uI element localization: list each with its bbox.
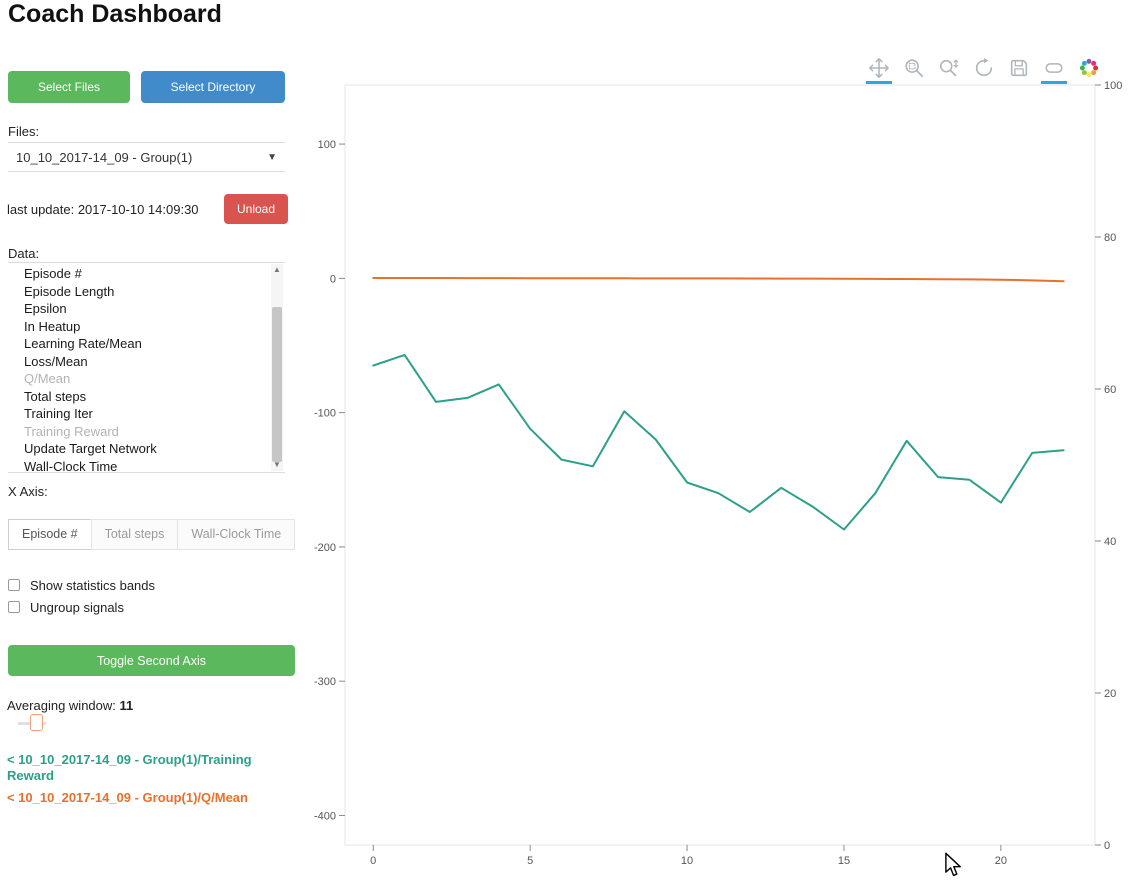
toggle-second-axis-button[interactable]: Toggle Second Axis: [8, 645, 295, 676]
left-y-tick-label: 100: [318, 139, 336, 151]
file-buttons-row: Select Files Select Directory: [8, 71, 285, 103]
left-y-tick-label: -200: [314, 542, 336, 554]
signal-legend: < 10_10_2017-14_09 - Group(1)/Training R…: [7, 752, 289, 813]
files-select-value: 10_10_2017-14_09 - Group(1): [16, 149, 193, 165]
left-y-tick-label: -100: [314, 408, 336, 420]
scroll-down-icon[interactable]: ▼: [273, 460, 281, 469]
chevron-down-icon: ▼: [267, 151, 277, 163]
data-list-item[interactable]: Q/Mean: [24, 371, 71, 386]
select-files-button[interactable]: Select Files: [8, 71, 130, 103]
x-axis-tab[interactable]: Total steps: [90, 519, 179, 550]
right-y-tick-label: 0: [1104, 840, 1110, 852]
legend-entry: < 10_10_2017-14_09 - Group(1)/Q/Mean: [7, 790, 248, 805]
checkbox-row[interactable]: Ungroup signals: [8, 596, 155, 618]
right-y-tick-label: 80: [1104, 232, 1116, 244]
checkbox-label: Ungroup signals: [30, 599, 124, 615]
plot-container: 0 5 10 15 20 100 0 -100 -200 -300 -400 100 80 60 40 20 0: [300, 55, 1142, 881]
checkbox-label: Show statistics bands: [30, 577, 156, 593]
mouse-cursor: [945, 852, 961, 877]
plot-frame: [344, 84, 1096, 846]
data-list-item[interactable]: In Heatup: [24, 318, 81, 334]
checkbox[interactable]: [8, 601, 20, 613]
pan-icon[interactable]: [866, 57, 892, 84]
data-list-item[interactable]: Episode Length: [24, 283, 115, 299]
x-tick-label: 5: [527, 855, 533, 867]
right-y-tick-label: 40: [1104, 536, 1116, 548]
checkbox-row[interactable]: Show statistics bands: [8, 574, 155, 596]
x-axis-tabs: Episode # Total steps Wall-Clock Time: [8, 519, 296, 550]
x-axis-label: X Axis:: [8, 484, 48, 499]
page-title: Coach Dashboard: [8, 0, 222, 28]
data-list-scrollbar[interactable]: ▲ ▼: [271, 264, 283, 471]
averaging-window-label: Averaging window:: [7, 698, 116, 713]
right-y-tick-label: 20: [1104, 688, 1116, 700]
x-tick-label: 0: [370, 855, 376, 867]
data-list-item[interactable]: Update Target Network: [24, 441, 157, 456]
files-label: Files:: [8, 124, 40, 139]
plot-area[interactable]: 0 5 10 15 20 100 0 -100 -200 -300 -400 100 80 60 40 20 0: [300, 55, 1142, 881]
x-tick-label: 10: [681, 855, 693, 867]
data-label: Data:: [8, 246, 40, 261]
data-list-item[interactable]: Epsilon: [24, 301, 67, 316]
bokeh-logo-icon[interactable]: [1076, 57, 1102, 84]
averaging-window-slider[interactable]: [18, 714, 64, 732]
data-list-item[interactable]: Total steps: [24, 388, 87, 404]
series-line: [372, 277, 1065, 283]
averaging-window-row: Averaging window: 11: [7, 698, 133, 713]
x-axis-tab[interactable]: Wall-Clock Time: [177, 519, 296, 550]
hover-icon[interactable]: [1041, 57, 1067, 84]
bokeh-toolbar: [866, 57, 1102, 84]
reset-icon[interactable]: [971, 57, 997, 84]
data-signal-list[interactable]: Episode # Episode Length Epsilon In Heatup L…: [8, 262, 285, 473]
last-update-row: last update: 2017-10-10 14:09:30 Unload: [7, 194, 288, 224]
x-axis-tab[interactable]: Episode #: [8, 519, 92, 550]
data-list-item[interactable]: Wall-Clock Time: [24, 458, 118, 473]
right-y-tick-label: 60: [1104, 384, 1116, 396]
checkbox[interactable]: [8, 579, 20, 591]
save-icon[interactable]: [1006, 57, 1032, 84]
right-y-tick-label: 100: [1104, 80, 1122, 92]
data-list-item[interactable]: Episode #: [24, 266, 82, 281]
select-directory-button[interactable]: Select Directory: [141, 71, 285, 103]
last-update-text: last update: 2017-10-10 14:09:30: [7, 201, 199, 217]
data-list-item[interactable]: Training Iter: [24, 406, 93, 421]
data-list-item[interactable]: Learning Rate/Mean: [24, 336, 142, 351]
slider-handle[interactable]: [30, 714, 43, 731]
left-y-tick-label: -400: [314, 810, 336, 822]
box-zoom-icon[interactable]: [901, 57, 927, 84]
legend-entry: < 10_10_2017-14_09 - Group(1)/Training R…: [7, 752, 252, 783]
unload-button[interactable]: Unload: [224, 194, 288, 224]
files-select[interactable]: 10_10_2017-14_09 - Group(1) ▼: [8, 142, 285, 172]
x-tick-label: 20: [995, 855, 1007, 867]
x-tick-label: 15: [838, 855, 850, 867]
wheel-zoom-icon[interactable]: [936, 57, 962, 84]
averaging-window-value: 11: [119, 698, 134, 713]
data-list-item[interactable]: Loss/Mean: [24, 353, 88, 369]
left-y-tick-label: -300: [314, 676, 336, 688]
series-line: [372, 353, 1065, 531]
scroll-up-icon[interactable]: ▲: [273, 265, 281, 274]
options-checkboxes: Show statistics bands Ungroup signals: [8, 574, 155, 618]
scrollbar-thumb[interactable]: [272, 307, 282, 462]
data-list-item[interactable]: Training Reward: [24, 423, 119, 439]
left-y-tick-label: 0: [330, 273, 336, 285]
